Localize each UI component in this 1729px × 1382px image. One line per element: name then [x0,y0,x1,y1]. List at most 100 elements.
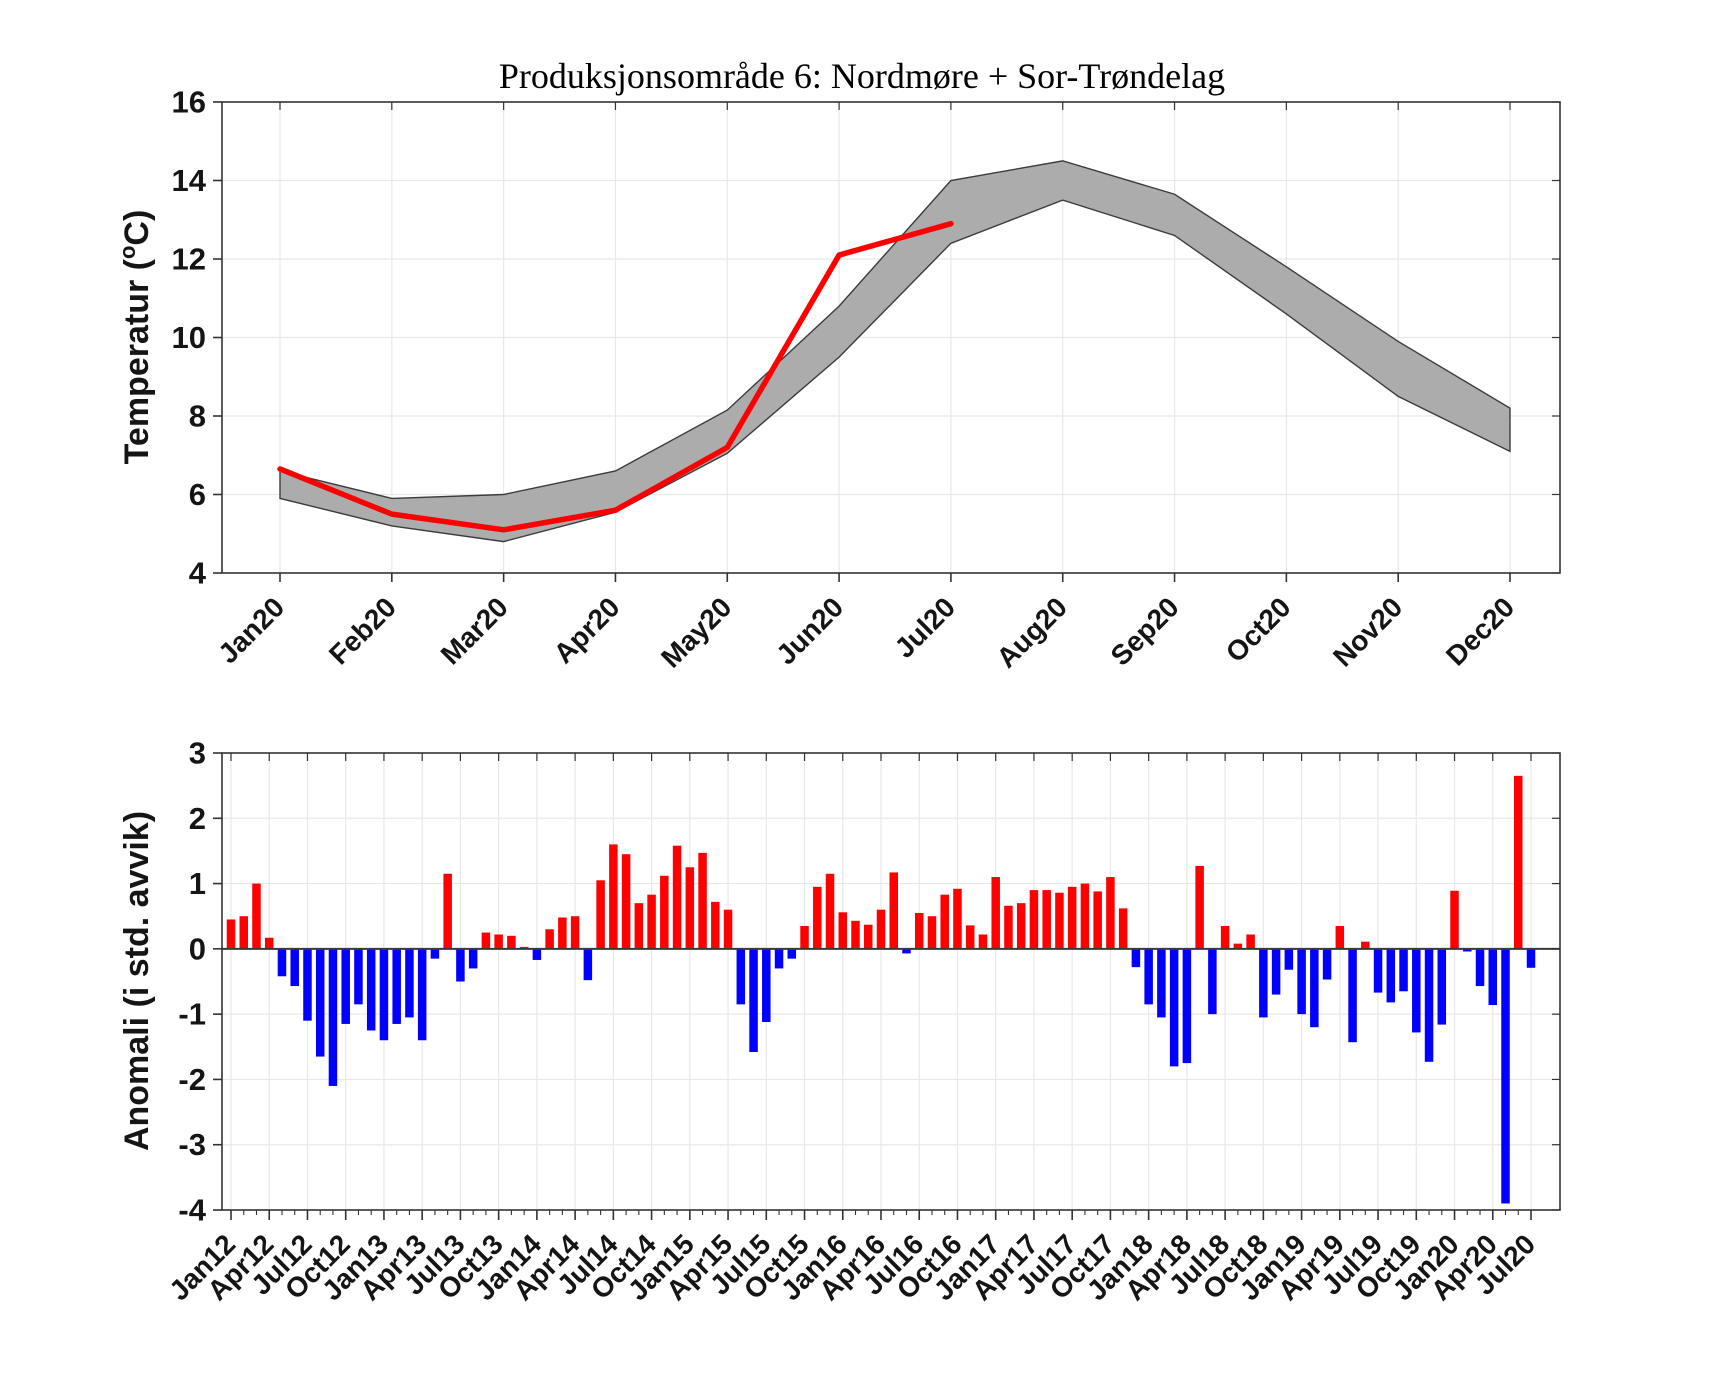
anomaly-bar-positive [239,916,248,949]
anomaly-bar-negative [366,948,376,1031]
anomaly-bar-positive [443,873,452,949]
anomaly-bar-positive [1335,926,1345,949]
anomaly-bar-positive [264,937,274,949]
anomaly-bar-negative [1386,948,1396,1003]
anomaly-bar-positive [698,852,707,949]
anomaly-bar-positive [1233,943,1243,949]
anomaly-bar-negative [341,948,350,1024]
anomaly-bar-positive [1080,883,1090,949]
historical-range-band [279,160,1511,543]
y-tick-label: 4 [189,556,207,591]
anomaly-bar-positive [991,877,1000,949]
anomaly-bar-negative [1488,948,1498,1006]
anomaly-bar-positive [723,909,733,949]
anomaly-bar-negative [583,948,593,981]
y-tick-label: 8 [189,399,206,434]
anomaly-bar-negative [303,948,312,1021]
anomaly-bar-positive [1016,903,1026,949]
anomaly-bar-negative [1399,948,1408,992]
temperature-chart-data [277,160,1511,543]
anomaly-bar-positive [838,912,848,949]
anomaly-bar-negative [1424,948,1434,1062]
temperature-2020-line [277,220,954,533]
anomaly-bar-negative [1144,948,1153,1005]
y-tick-label: 1 [189,866,206,901]
x-tick-label: Sep20 [1105,591,1185,671]
anomaly-bar-negative [1348,948,1357,1043]
anomaly-bar-positive [1246,934,1255,949]
chart-title: Produksjonsområde 6: Nordmøre + Sor-Trøn… [499,56,1225,96]
anomaly-bar-positive [494,934,503,949]
anomaly-bar-negative [1475,948,1485,987]
y-tick-label: -4 [178,1193,206,1228]
anomaly-bar-negative [774,948,784,969]
anomaly-bar-positive [672,845,682,949]
anomaly-bar-negative [749,948,758,1053]
anomaly-bar-negative [392,948,401,1024]
anomaly-bar-negative [1437,948,1447,1025]
anomaly-bar-positive [685,867,695,949]
anomaly-bar-negative [1271,948,1281,995]
y-tick-label: 14 [172,163,207,198]
anomaly-bar-negative [468,948,478,969]
anomaly-bar-positive [1361,941,1370,949]
anomaly-bar-negative [290,948,299,987]
anomaly-bar-positive [1004,905,1013,949]
anomaly-bar-positive [978,934,988,949]
anomaly-y-axis-label: Anomali (i std. avvik) [118,811,156,1151]
anomaly-bar-negative [1412,948,1421,1033]
anomaly-bar-positive [507,935,516,949]
anomaly-bar-positive [647,894,656,949]
anomaly-bar-positive [825,873,835,949]
anomaly-bar-positive [609,844,618,949]
temperature-chart-grid [222,102,1560,573]
anomaly-bar-negative [1182,948,1192,1064]
anomaly-bar-negative [1169,948,1179,1067]
anomaly-bar-positive [1042,890,1051,949]
anomaly-bar-positive [813,886,822,949]
y-tick-label: 16 [172,85,206,120]
anomaly-bar-positive [226,919,236,949]
anomaly-bar-positive [1514,775,1523,949]
x-tick-label: Nov20 [1327,591,1408,672]
anomaly-bar-negative [1501,948,1510,1204]
anomaly-bar-negative [1526,948,1536,968]
anomaly-bar-negative [1310,948,1319,1028]
anomaly-bar-positive [914,912,924,949]
anomaly-bar-positive [621,854,631,949]
anomaly-bar-positive [558,917,567,949]
anomaly-bar-positive [1055,892,1064,949]
y-tick-label: 6 [189,477,206,512]
y-tick-label: -2 [178,1062,206,1097]
x-tick-label: Jun20 [770,591,849,670]
anomaly-bar-positive [1093,891,1102,949]
anomaly-bar-positive [252,883,261,949]
anomaly-bar-positive [800,926,809,949]
anomaly-bar-negative [405,948,414,1018]
anomaly-bar-positive [1067,886,1077,949]
anomaly-bar-negative [532,948,542,960]
anomaly-bar-negative [277,948,287,977]
anomaly-bar-negative [1157,948,1166,1018]
anomaly-bar-positive [889,872,898,949]
y-tick-label: -1 [178,997,206,1032]
anomaly-bar-positive [545,929,554,949]
anomaly-bar-negative [1208,948,1217,1015]
x-tick-label: Jul20 [889,591,962,664]
anomaly-chart-bars [222,775,1560,1204]
x-tick-label: Apr20 [548,591,626,669]
temperature-chart-frame: Jan20 Feb20 Mar20 Apr20 May20 Jun20 Jul20 Aug20… [172,85,1561,674]
anomaly-bar-positive [1118,908,1128,949]
y-tick-label: -3 [178,1127,206,1162]
anomaly-bar-positive [1450,890,1459,949]
anomaly-bar-negative [328,948,338,1086]
anomaly-bar-negative [1284,948,1294,970]
anomaly-bar-negative [1373,948,1383,993]
anomaly-bar-negative [902,948,911,954]
x-tick-label: Mar20 [435,591,514,670]
anomaly-bar-negative [315,948,325,1057]
anomaly-bar-positive [851,920,860,949]
x-tick-label: Dec20 [1440,591,1520,671]
